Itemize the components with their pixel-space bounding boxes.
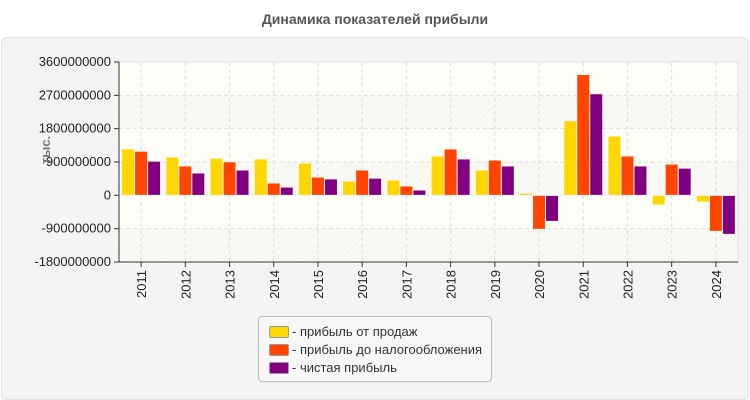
legend-label: - прибыль до налогообложения [292, 342, 483, 357]
bar-2020-series-1 [533, 195, 546, 229]
bar-2020-series-2 [546, 195, 559, 221]
bar-2024-series-2 [722, 195, 735, 234]
bar-2023-series-1 [665, 164, 678, 196]
y-tick-label: 1800000000 [39, 121, 111, 136]
plot-band [119, 95, 738, 129]
x-tick-label: 2017 [399, 270, 414, 299]
legend: - прибыль от продаж - прибыль до налогоо… [258, 316, 492, 382]
bar-2011-series-1 [135, 151, 148, 196]
bar-2018-series-0 [431, 156, 444, 196]
bar-2022-series-1 [621, 156, 634, 196]
bar-2017-series-1 [400, 186, 413, 196]
bar-2021-series-0 [564, 121, 577, 196]
bar-2014-series-2 [280, 187, 293, 196]
bar-2017-series-2 [413, 190, 426, 196]
legend-item-net-profit: - чистая прибыль [269, 360, 397, 375]
bar-2016-series-0 [343, 181, 356, 196]
legend-item-sales-profit: - прибыль от продаж [269, 324, 417, 339]
bar-2012-series-2 [192, 173, 205, 196]
plot-band [119, 228, 738, 262]
bar-2018-series-2 [457, 159, 470, 196]
bar-2019-series-0 [475, 170, 488, 196]
y-tick-label: 0 [104, 187, 111, 202]
bar-2024-series-1 [709, 195, 722, 231]
x-tick-label: 2014 [267, 270, 282, 299]
bar-2013-series-0 [210, 158, 223, 196]
bar-2015-series-1 [311, 177, 324, 196]
y-axis-label: тыс. [38, 136, 53, 164]
bar-2022-series-0 [608, 136, 621, 196]
bar-2016-series-1 [356, 170, 369, 196]
bar-2014-series-1 [267, 183, 280, 196]
y-tick-label: -1800000000 [34, 254, 111, 269]
legend-swatch [269, 343, 289, 356]
x-tick-label: 2012 [178, 270, 193, 299]
bar-2016-series-2 [369, 178, 382, 196]
legend-swatch [269, 325, 289, 338]
bar-2013-series-2 [236, 170, 249, 196]
x-tick-label: 2015 [311, 270, 326, 299]
y-tick-label: -900000000 [42, 221, 111, 236]
x-tick-label: 2016 [355, 270, 370, 299]
bar-2015-series-2 [324, 179, 337, 196]
x-tick-label: 2021 [576, 270, 591, 299]
bar-2021-series-1 [577, 74, 590, 196]
x-tick-label: 2013 [223, 270, 238, 299]
bar-2019-series-2 [501, 166, 514, 196]
bar-2011-series-0 [122, 149, 135, 196]
x-tick-label: 2024 [709, 270, 724, 299]
bar-2019-series-1 [488, 160, 501, 196]
bar-2014-series-0 [254, 159, 267, 196]
bar-2012-series-0 [166, 157, 179, 196]
bar-2017-series-0 [387, 180, 400, 196]
legend-label: - чистая прибыль [292, 360, 397, 375]
x-tick-label: 2023 [665, 270, 680, 299]
x-tick-label: 2020 [532, 270, 547, 299]
x-tick-label: 2022 [620, 270, 635, 299]
x-tick-label: 2011 [134, 270, 149, 298]
bar-2018-series-1 [444, 149, 457, 196]
bar-2022-series-2 [634, 166, 647, 196]
bar-2015-series-0 [298, 163, 311, 196]
y-tick-label: 2700000000 [39, 87, 111, 102]
bar-2023-series-0 [652, 195, 665, 205]
bar-2021-series-2 [590, 94, 603, 196]
y-tick-label: 900000000 [46, 154, 111, 169]
legend-item-pretax-profit: - прибыль до налогообложения [269, 342, 482, 357]
x-tick-label: 2019 [488, 270, 503, 299]
legend-swatch [269, 361, 289, 374]
x-tick-label: 2018 [444, 270, 459, 299]
bar-2011-series-2 [148, 161, 161, 196]
bar-2024-series-0 [696, 195, 709, 202]
y-tick-label: 3600000000 [39, 54, 111, 69]
bar-2023-series-2 [678, 168, 691, 196]
legend-label: - прибыль от продаж [292, 324, 418, 339]
chart-title: Динамика показателей прибыли [261, 11, 489, 27]
bar-2020-series-0 [520, 193, 533, 196]
bar-2013-series-1 [223, 162, 236, 196]
bar-2012-series-1 [179, 166, 192, 196]
